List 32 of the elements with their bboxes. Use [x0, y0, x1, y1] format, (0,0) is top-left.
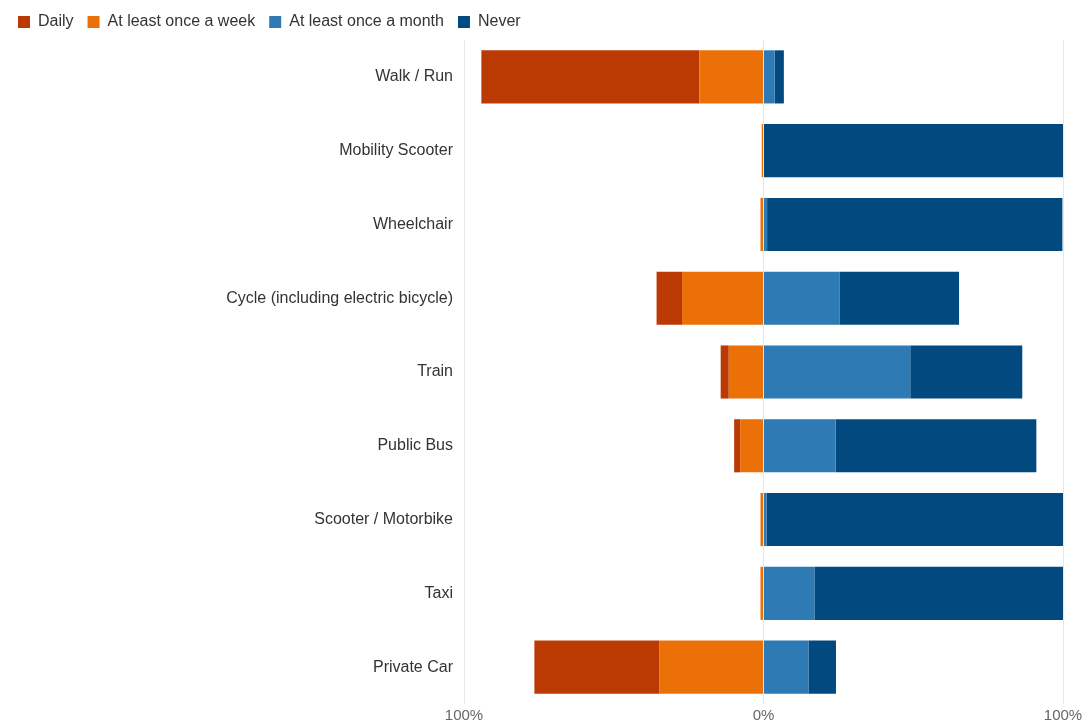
y-tick-label: Scooter / Motorbike — [314, 509, 454, 527]
bar — [774, 50, 784, 104]
x-tick-label: 100% — [444, 706, 484, 724]
legend-label: At least once a month — [289, 12, 444, 30]
legend-label: At least once a week — [107, 12, 257, 30]
bar — [839, 271, 960, 325]
y-tick-label: Walk / Run — [375, 67, 453, 85]
bar — [764, 197, 768, 251]
y-tick-label: Private Car — [372, 657, 454, 675]
bar — [766, 493, 1063, 547]
bar — [808, 640, 836, 694]
y-tick-label: Cycle (including electric bicycle) — [226, 288, 453, 306]
y-tick-label: Mobility Scooter — [339, 141, 454, 159]
bar — [764, 345, 911, 399]
y-tick-label: Train — [417, 362, 453, 380]
legend-label: Daily — [38, 12, 74, 30]
x-tick-label: 0% — [752, 706, 775, 724]
bar — [814, 566, 1063, 620]
bar — [764, 640, 809, 694]
bar — [764, 419, 836, 473]
legend-label: Never — [477, 12, 522, 30]
bar — [767, 197, 1063, 251]
bar — [764, 271, 840, 325]
bar — [835, 419, 1037, 473]
bar — [764, 566, 815, 620]
y-tick-label: Wheelchair — [372, 214, 454, 232]
x-tick-label: 100% — [1043, 706, 1083, 724]
bar — [764, 124, 1063, 178]
y-tick-label: Taxi — [424, 583, 453, 601]
bar — [910, 345, 1023, 399]
y-tick-label: Public Bus — [377, 436, 453, 454]
bar — [764, 50, 775, 104]
